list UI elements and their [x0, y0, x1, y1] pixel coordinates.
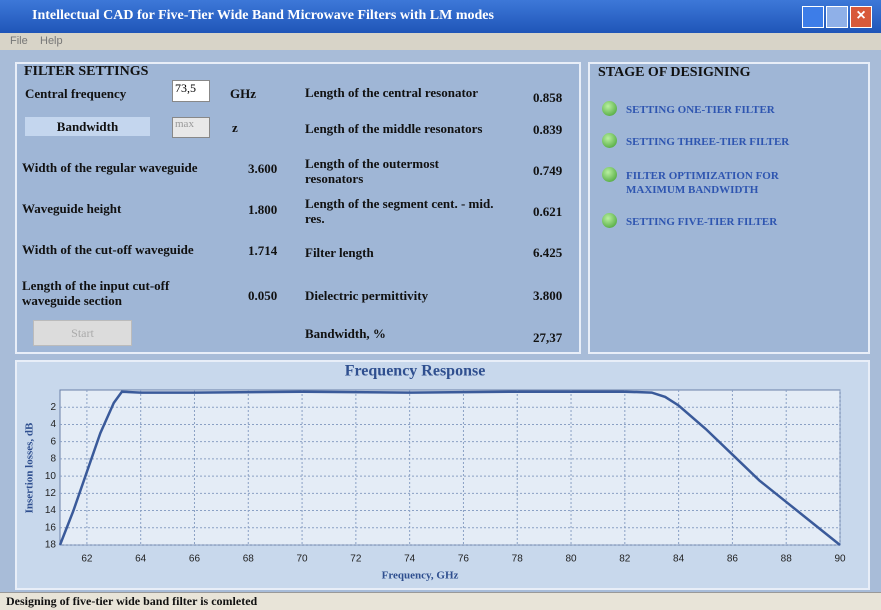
y-tick-label: 10: [45, 471, 57, 482]
label: Waveguide height: [22, 201, 122, 216]
value: 3.600: [248, 161, 278, 176]
stage-step: SETTING ONE-TIER FILTER: [626, 104, 775, 116]
input[interactable]: 73,5: [172, 80, 210, 102]
window-title: Intellectual CAD for Five-Tier Wide Band…: [32, 8, 494, 23]
value: 27,37: [533, 330, 563, 345]
chart-title: Frequency Response: [345, 363, 486, 380]
value: 3.800: [533, 288, 563, 303]
stage-step: SETTING THREE-TIER FILTER: [626, 136, 790, 148]
stage-panel: [588, 62, 870, 354]
label: Dielectric permittivity: [305, 288, 429, 303]
status-bar: [0, 592, 881, 610]
label: Central frequency: [25, 86, 127, 101]
start-button[interactable]: Start: [33, 320, 132, 346]
status-led: [602, 213, 617, 228]
x-tick-label: 74: [404, 554, 416, 565]
status-led: [602, 133, 617, 148]
stage-step: SETTING FIVE-TIER FILTER: [626, 216, 778, 228]
label: Width of the regular waveguide: [22, 160, 198, 175]
y-tick-label: 12: [45, 488, 57, 499]
input[interactable]: max: [172, 117, 210, 138]
status-led: [602, 167, 617, 182]
stage-step: FILTER OPTIMIZATION FOR MAXIMUM BANDWIDT…: [626, 170, 779, 196]
value: 1.800: [248, 202, 278, 217]
x-tick-label: 70: [297, 554, 309, 565]
x-tick-label: 76: [458, 554, 470, 565]
value: 0.050: [248, 288, 278, 303]
x-tick-label: 88: [781, 554, 793, 565]
y-tick-label: 2: [50, 402, 56, 413]
label: Bandwidth, %: [305, 326, 386, 341]
value: 0.749: [533, 163, 563, 178]
label: Length of the input cut-off waveguide se…: [22, 278, 170, 308]
label: Bandwidth: [25, 117, 150, 136]
y-tick-label: 8: [50, 454, 56, 465]
value: 0.858: [533, 90, 563, 105]
value: 0.621: [533, 204, 563, 219]
status-text: Designing of five-tier wide band filter …: [6, 594, 258, 608]
x-tick-label: 68: [243, 554, 255, 565]
plot-area: [59, 389, 841, 546]
x-tick-label: 86: [727, 554, 739, 565]
y-axis-label: Insertion losses, dB: [24, 422, 36, 513]
y-tick-label: 18: [45, 540, 57, 551]
line-series: [58, 390, 841, 546]
value: 0.839: [533, 122, 563, 137]
unit: GHz: [230, 86, 256, 101]
label: Width of the cut-off waveguide: [22, 242, 194, 257]
menu-help[interactable]: Help: [40, 35, 63, 47]
x-tick-label: 82: [619, 554, 631, 565]
value: 1.714: [248, 243, 278, 258]
value: 6.425: [533, 245, 563, 260]
minimize[interactable]: [802, 6, 824, 28]
x-tick-label: 78: [512, 554, 524, 565]
y-tick-label: 14: [45, 505, 57, 516]
label: Length of the middle resonators: [305, 121, 483, 136]
filter-panel: [15, 62, 581, 354]
status-led: [602, 101, 617, 116]
x-tick-label: 66: [189, 554, 201, 565]
x-axis-label: Frequency, GHz: [382, 570, 459, 582]
y-tick-label: 6: [50, 436, 56, 447]
maximize[interactable]: [826, 6, 848, 28]
label: Length of the segment cent. - mid. res.: [305, 196, 494, 226]
panel-title: STAGE OF DESIGNING: [598, 65, 751, 80]
menu-file[interactable]: File: [10, 35, 28, 47]
x-tick-label: 62: [81, 554, 93, 565]
close[interactable]: ×: [850, 6, 872, 28]
label: Filter length: [305, 245, 374, 260]
y-tick-label: 4: [50, 419, 56, 430]
x-tick-label: 64: [135, 554, 147, 565]
x-tick-label: 72: [350, 554, 362, 565]
menu-bar: [0, 33, 881, 50]
x-tick-label: 84: [673, 554, 685, 565]
y-tick-label: 16: [45, 522, 57, 533]
label: Length of the outermost resonators: [305, 156, 439, 186]
unit: z: [232, 120, 238, 135]
title-bar: [0, 0, 881, 33]
x-tick-label: 90: [834, 554, 846, 565]
panel-title: FILTER SETTINGS: [24, 64, 149, 79]
label: Length of the central resonator: [305, 85, 479, 100]
x-tick-label: 80: [565, 554, 577, 565]
